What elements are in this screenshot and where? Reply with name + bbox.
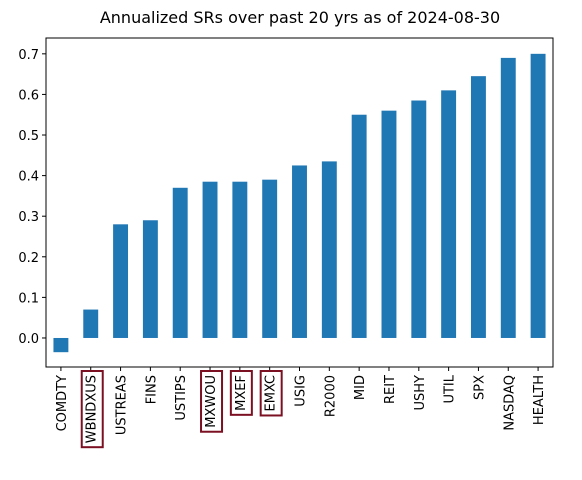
x-tick-label: HEALTH [532, 375, 547, 425]
bar [441, 90, 457, 338]
x-tick-label: NASDAQ [502, 375, 517, 431]
bar [411, 100, 427, 338]
y-tick-label: 0.6 [18, 88, 39, 103]
y-tick-label: 0.4 [18, 170, 39, 185]
x-tick-group: REIT [383, 375, 398, 404]
bar [83, 309, 99, 338]
x-tick-label: USTIPS [174, 375, 189, 421]
highlight-box [80, 370, 104, 449]
bar [500, 57, 516, 338]
x-tick-group: FINS [144, 375, 159, 404]
x-tick-group: MXWOU [200, 370, 224, 433]
x-tick-group: NASDAQ [502, 375, 517, 431]
x-tick-label: WBNDXUS [85, 375, 100, 443]
x-tick-group: HEALTH [532, 375, 547, 425]
plot-frame [45, 37, 554, 368]
x-tick-group: COMDTY [55, 375, 70, 431]
x-tick-group: EMXC [259, 370, 283, 417]
bar [262, 179, 278, 338]
bar [292, 165, 307, 338]
x-tick-group: USTREAS [115, 375, 130, 435]
x-tick-group: SPX [472, 375, 487, 400]
bar [381, 110, 397, 338]
x-tick-group: MID [353, 375, 368, 400]
bar [351, 114, 367, 338]
x-tick-label: MXEF [234, 375, 249, 411]
bar [321, 161, 337, 338]
y-tick-label: 0.7 [18, 48, 39, 63]
x-tick-label: MXWOU [204, 375, 219, 428]
bar [172, 187, 188, 338]
y-tick-label: 0.0 [18, 332, 39, 347]
x-tick-label: UTIL [443, 374, 458, 403]
bar [530, 53, 546, 338]
bar [470, 76, 486, 338]
chart-title: Annualized SRs over past 20 yrs as of 20… [100, 8, 500, 27]
bar [113, 224, 129, 338]
x-tick-group: USTIPS [174, 375, 189, 421]
x-tick-label: USIG [294, 375, 309, 407]
x-tick-group: WBNDXUS [80, 370, 104, 449]
bar [202, 181, 218, 338]
bar [142, 220, 158, 338]
x-tick-label: R2000 [323, 375, 338, 417]
y-tick-label: 0.1 [18, 291, 39, 306]
x-tick-group: USIG [294, 375, 309, 407]
x-tick-label: EMXC [264, 375, 279, 411]
bar [53, 337, 69, 353]
x-tick-label: FINS [144, 375, 159, 404]
x-tick-label: SPX [472, 375, 487, 400]
x-tick-group: MXEF [229, 370, 253, 416]
y-tick-label: 0.3 [18, 210, 39, 225]
x-tick-label: USTREAS [115, 375, 130, 435]
x-tick-group: USHY [413, 375, 428, 411]
highlight-box [200, 370, 224, 433]
highlight-box [229, 370, 253, 416]
y-tick-label: 0.2 [18, 251, 39, 266]
x-tick-label: COMDTY [55, 375, 70, 431]
bar [232, 181, 248, 338]
x-tick-group: R2000 [323, 375, 338, 417]
x-tick-group: UTIL [443, 374, 458, 403]
x-tick-label: USHY [413, 375, 428, 411]
x-tick-label: REIT [383, 375, 398, 404]
highlight-box [259, 370, 283, 417]
y-tick-label: 0.5 [18, 129, 39, 144]
x-tick-label: MID [353, 375, 368, 400]
